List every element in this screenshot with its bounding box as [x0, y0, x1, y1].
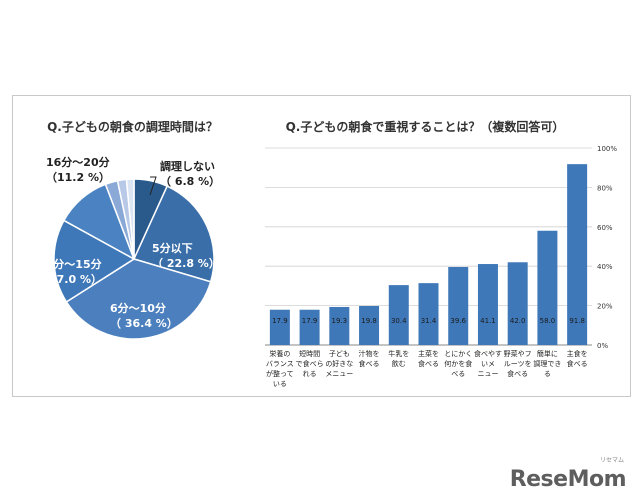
- x-category-label: 食べる: [507, 369, 528, 378]
- bar-value-label: 58.0: [540, 317, 556, 325]
- pie-slice-label: 調理しない: [160, 159, 215, 173]
- bar-value-label: 17.9: [302, 317, 318, 325]
- x-category-label: の好きな: [325, 359, 353, 368]
- x-category-label: いメ: [481, 360, 495, 368]
- x-category-label: 主食を: [567, 349, 588, 358]
- x-category-label: 食べる: [418, 359, 439, 368]
- y-tick-label: 0%: [597, 342, 608, 350]
- bar-value-label: 42.0: [510, 317, 526, 325]
- pie-chart-title: Q.子どもの朝食の調理時間は？: [47, 120, 218, 134]
- logo-subtext: リセマム: [599, 457, 624, 464]
- bar: [448, 266, 469, 345]
- x-category-label: 野菜やフ: [504, 349, 532, 358]
- x-category-label: が整って: [266, 369, 294, 378]
- pie-slice-label: 6分～10分: [110, 301, 166, 315]
- x-category-label: メニュー: [325, 370, 353, 378]
- x-category-label: べる: [451, 370, 465, 378]
- pie-slice-percent: （11.2 %）: [46, 171, 110, 184]
- bar: [329, 306, 350, 345]
- bar-value-label: 19.3: [332, 317, 348, 325]
- x-category-label: 栄養の: [269, 349, 290, 358]
- pie-slice-percent: （ 22.8 %）: [152, 257, 220, 270]
- x-category-label: る: [544, 370, 551, 378]
- x-category-label: 何かを食: [444, 359, 472, 368]
- x-category-label: 子ども: [329, 350, 350, 358]
- x-category-label: 飲む: [392, 359, 406, 368]
- bar: [388, 285, 409, 345]
- x-category-label: バランス: [266, 360, 294, 368]
- bar: [418, 283, 439, 345]
- pie-slice-percent: （ 6.8 %）: [160, 175, 220, 188]
- x-category-label: 食べる: [567, 359, 588, 368]
- bar-chart-title: Q.子どもの朝食で重視することは？（複数回答可）: [285, 120, 565, 134]
- y-tick-label: 100%: [597, 145, 617, 153]
- pie-slice-percent: （ 36.4 %）: [110, 317, 178, 330]
- resemom-logo: ReseMom: [509, 467, 627, 492]
- x-category-label: 食べやす: [474, 349, 502, 358]
- y-tick-label: 20%: [597, 303, 613, 311]
- bar: [299, 309, 320, 345]
- x-category-label: 食べる: [359, 359, 380, 368]
- y-tick-label: 60%: [597, 224, 613, 232]
- x-category-label: 主菜を: [418, 349, 439, 358]
- x-category-label: とにかく: [444, 350, 472, 358]
- x-category-label: れる: [303, 370, 317, 378]
- y-tick-label: 80%: [597, 184, 613, 192]
- pie-slice-label: 16分～20分: [46, 155, 110, 169]
- bar-value-label: 17.9: [272, 317, 288, 325]
- bar-value-label: 39.6: [450, 317, 466, 325]
- bar: [359, 305, 380, 345]
- bar-value-label: 30.4: [391, 317, 407, 325]
- bar-value-label: 91.8: [569, 317, 585, 325]
- x-category-label: で食べら: [296, 359, 324, 368]
- pie-slice: [132, 185, 215, 283]
- bar: [567, 164, 588, 345]
- bar: [507, 262, 528, 345]
- bar-value-label: 41.1: [480, 317, 496, 325]
- x-category-label: 簡単に: [537, 349, 558, 358]
- pie-slice-percent: （17.0 %）: [38, 273, 102, 286]
- y-tick-label: 40%: [597, 263, 613, 271]
- pie-slice: [53, 219, 136, 303]
- x-category-label: ルーツを: [504, 360, 532, 368]
- bar-value-label: 19.8: [361, 317, 377, 325]
- bar: [537, 230, 558, 345]
- pie-slice-label: 11分～15分: [38, 257, 102, 271]
- x-category-label: ニュー: [477, 370, 498, 378]
- pie-leader-line: [149, 176, 157, 196]
- x-category-label: 汁物を: [359, 349, 380, 358]
- bar-value-label: 31.4: [421, 317, 437, 325]
- x-category-label: いる: [273, 380, 287, 388]
- x-category-label: 牛乳を: [388, 349, 409, 358]
- x-category-label: 調理でき: [533, 359, 561, 368]
- x-category-label: 短時間: [299, 349, 320, 358]
- pie-slice: [125, 178, 135, 260]
- bar: [269, 309, 290, 345]
- pie-slice-label: 5分以下: [152, 241, 193, 255]
- bar: [477, 264, 498, 345]
